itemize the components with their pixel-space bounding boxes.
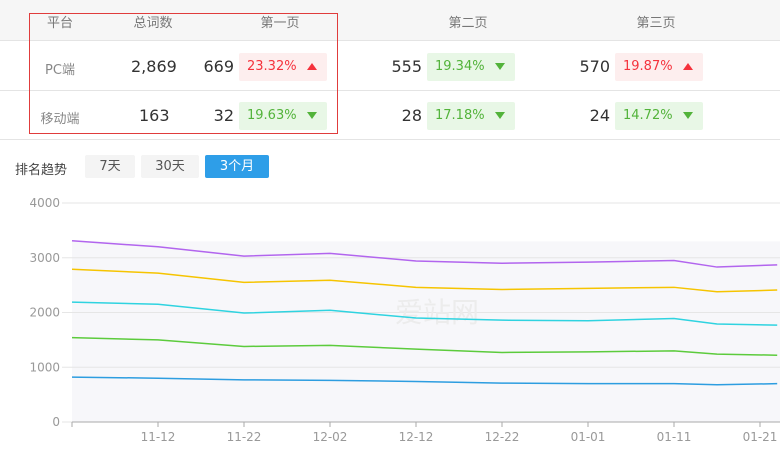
platform: 移动端 xyxy=(40,112,80,127)
page2-pct-badge: 17.18% xyxy=(427,102,515,130)
pct: 23.32% xyxy=(247,59,297,74)
x-tick-label: 11-22 xyxy=(227,430,262,444)
pct: 14.72% xyxy=(623,108,673,123)
header-page2: 第二页 xyxy=(448,16,488,31)
series-line-3 xyxy=(71,301,778,326)
x-tick-label: 12-02 xyxy=(313,430,348,444)
watermark: 爱站网 xyxy=(395,296,479,329)
ranking-trend-chart: 0 1000 2000 3000 4000 11-12 11-22 12-02 12-12 12-… xyxy=(29,196,780,444)
series-line-5 xyxy=(71,376,778,386)
page2-count: 28 xyxy=(401,106,422,125)
x-tick-label: 12-12 xyxy=(399,430,434,444)
range-30d-button[interactable]: 30天 xyxy=(141,155,199,178)
arrow-down-icon xyxy=(495,112,505,119)
platform: PC端 xyxy=(45,63,75,78)
header-platform: 平台 xyxy=(46,16,74,31)
page3-pct-badge: 19.87% xyxy=(615,53,703,81)
arrow-down-icon xyxy=(307,112,317,119)
series-line-4 xyxy=(71,336,778,356)
x-tick-label: 01-11 xyxy=(657,430,692,444)
page2-pct-badge: 19.34% xyxy=(427,53,515,81)
header-total: 总词数 xyxy=(133,16,173,31)
table-row-mobile[interactable]: 移动端 163 32 19.63% 28 17.18% 24 14.72% xyxy=(0,91,780,140)
arrow-up-icon xyxy=(683,63,693,70)
trend-label: 排名趋势 xyxy=(15,163,68,178)
plot-area-fill xyxy=(72,241,780,422)
y-tick-label: 1000 xyxy=(29,360,60,374)
y-tick-label: 2000 xyxy=(29,306,60,320)
page1-count: 669 xyxy=(203,57,234,76)
table-header: 平台 总词数 第一页 第二页 第三页 xyxy=(0,0,780,41)
y-tick-label: 3000 xyxy=(29,251,60,265)
range-7d-button[interactable]: 7天 xyxy=(85,155,135,178)
page3-count: 570 xyxy=(579,57,610,76)
y-tick-label: 0 xyxy=(52,415,60,429)
arrow-down-icon xyxy=(683,112,693,119)
page1-pct-badge: 23.32% xyxy=(239,53,327,81)
pct: 19.63% xyxy=(247,108,297,123)
y-tick-label: 4000 xyxy=(29,196,60,210)
total-count: 2,869 xyxy=(131,57,177,76)
x-tick-label: 01-01 xyxy=(571,430,606,444)
table-row-pc[interactable]: PC端 2,869 669 23.32% 555 19.34% 570 19.8… xyxy=(0,42,780,91)
total-count: 163 xyxy=(139,106,170,125)
pct: 17.18% xyxy=(435,108,485,123)
pct: 19.87% xyxy=(623,59,673,74)
x-tick-label: 11-12 xyxy=(141,430,176,444)
arrow-down-icon xyxy=(495,63,505,70)
x-tick-label: 01-21 xyxy=(743,430,778,444)
page3-count: 24 xyxy=(589,106,610,125)
page3-pct-badge: 14.72% xyxy=(615,102,703,130)
x-tick-label: 12-22 xyxy=(485,430,520,444)
arrow-up-icon xyxy=(307,63,317,70)
page1-count: 32 xyxy=(213,106,234,125)
page1-pct-badge: 19.63% xyxy=(239,102,327,130)
header-page1: 第一页 xyxy=(260,16,300,31)
range-3m-button[interactable]: 3个月 xyxy=(205,155,269,178)
series-line-1 xyxy=(71,240,778,268)
pct: 19.34% xyxy=(435,59,485,74)
page2-count: 555 xyxy=(391,57,422,76)
series-line-2 xyxy=(71,268,778,293)
header-page3: 第三页 xyxy=(636,16,676,31)
